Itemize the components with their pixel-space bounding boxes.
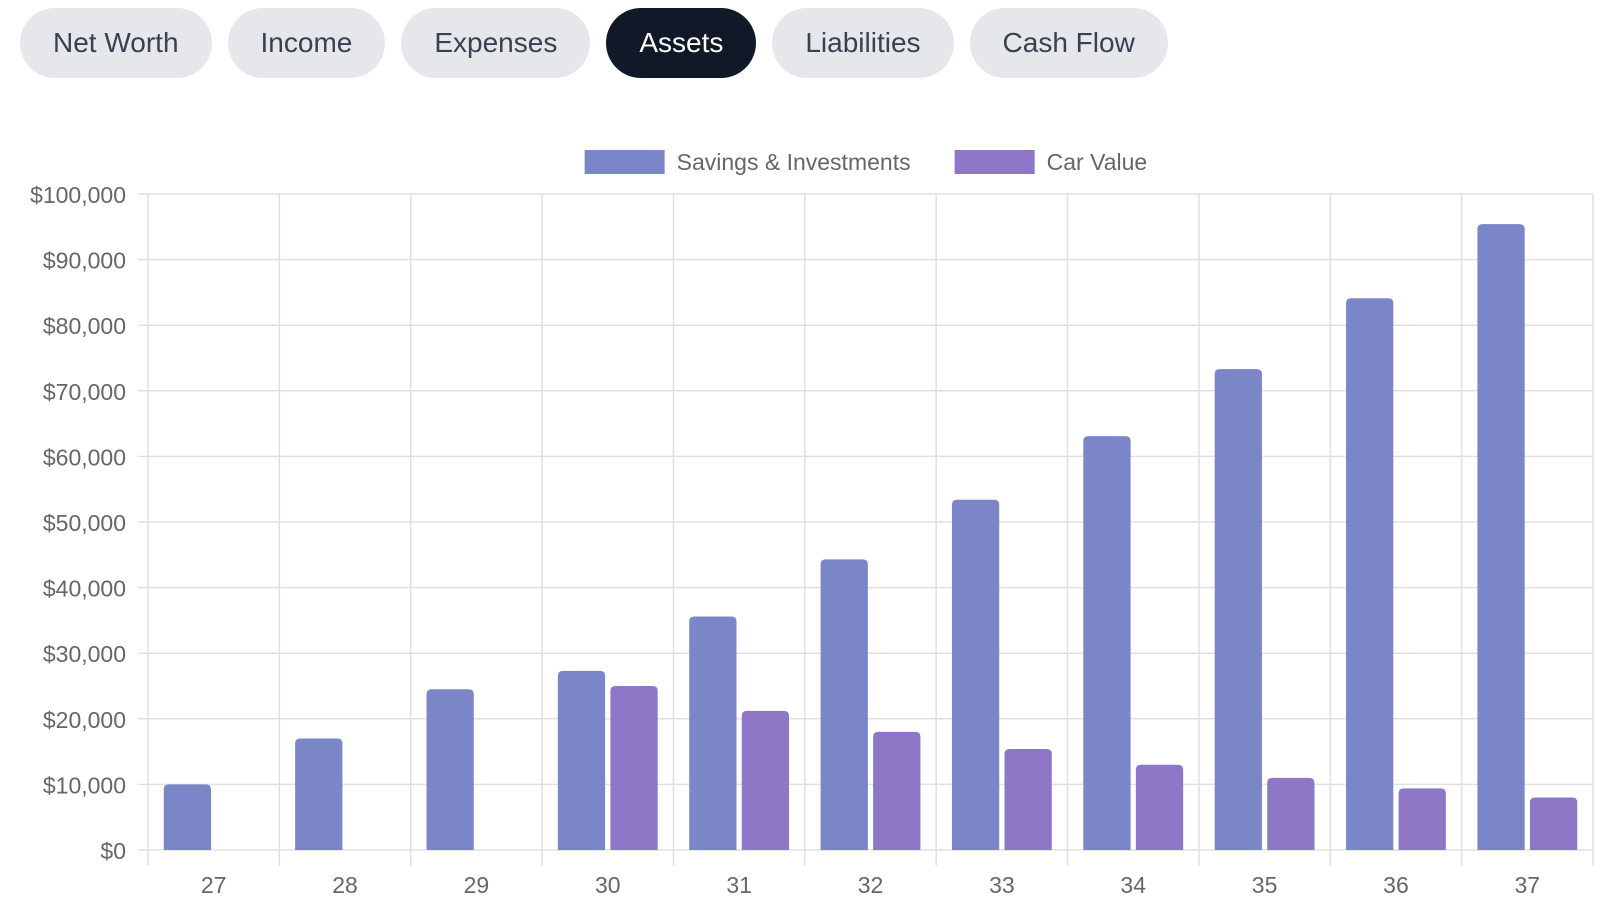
bar-savings-investments[interactable]	[951, 499, 1000, 850]
bar-savings-investments[interactable]	[689, 616, 737, 850]
x-tick-label: 32	[858, 872, 884, 898]
bar-car-value[interactable]	[610, 686, 658, 850]
bar-car-value[interactable]	[1135, 764, 1184, 850]
bar-car-value[interactable]	[1529, 797, 1578, 850]
x-tick-label: 28	[332, 872, 358, 898]
x-tick-label: 27	[201, 872, 227, 898]
y-tick-label: $80,000	[43, 313, 126, 339]
x-tick-label: 36	[1383, 872, 1409, 898]
x-tick-label: 31	[726, 872, 752, 898]
legend-swatch[interactable]	[584, 150, 665, 174]
bar-savings-investments[interactable]	[295, 738, 343, 850]
view-tabs: Net Worth Income Expenses Assets Liabili…	[20, 8, 1168, 78]
tab-income[interactable]: Income	[227, 8, 386, 78]
x-tick-label: 37	[1515, 872, 1541, 898]
x-tick-label: 33	[989, 872, 1015, 898]
bar-savings-investments[interactable]	[426, 689, 474, 850]
legend-label[interactable]: Car Value	[1047, 149, 1148, 175]
y-tick-label: $90,000	[43, 248, 126, 274]
bar-savings-investments[interactable]	[163, 784, 212, 850]
y-tick-label: $20,000	[43, 707, 126, 733]
y-tick-label: $40,000	[43, 576, 126, 602]
y-tick-label: $50,000	[43, 510, 126, 536]
tab-net-worth[interactable]: Net Worth	[20, 8, 212, 78]
bar-savings-investments[interactable]	[1346, 298, 1394, 851]
tab-liabilities[interactable]: Liabilities	[772, 8, 954, 78]
bar-savings-investments[interactable]	[1477, 224, 1525, 850]
y-tick-label: $10,000	[43, 772, 126, 798]
bar-car-value[interactable]	[741, 710, 790, 850]
legend-swatch[interactable]	[954, 150, 1035, 174]
bar-car-value[interactable]	[873, 731, 921, 850]
bar-car-value[interactable]	[1267, 777, 1315, 850]
x-tick-label: 34	[1120, 872, 1146, 898]
tab-expenses[interactable]: Expenses	[401, 8, 591, 78]
legend-label[interactable]: Savings & Investments	[677, 149, 911, 175]
y-tick-label: $30,000	[43, 641, 126, 667]
tab-cash-flow[interactable]: Cash Flow	[969, 8, 1168, 78]
x-tick-label: 30	[595, 872, 621, 898]
tab-assets[interactable]: Assets	[606, 8, 757, 78]
bar-savings-investments[interactable]	[1083, 436, 1131, 850]
y-tick-label: $100,000	[30, 182, 126, 208]
x-tick-label: 35	[1252, 872, 1278, 898]
x-tick-label: 29	[464, 872, 490, 898]
bar-savings-investments[interactable]	[557, 670, 606, 850]
y-tick-label: $60,000	[43, 444, 126, 470]
y-tick-label: $0	[100, 838, 126, 864]
bar-savings-investments[interactable]	[820, 559, 868, 850]
bar-savings-investments[interactable]	[1214, 369, 1262, 850]
bar-car-value[interactable]	[1004, 748, 1052, 850]
bar-car-value[interactable]	[1398, 788, 1446, 850]
y-tick-label: $70,000	[43, 379, 126, 405]
